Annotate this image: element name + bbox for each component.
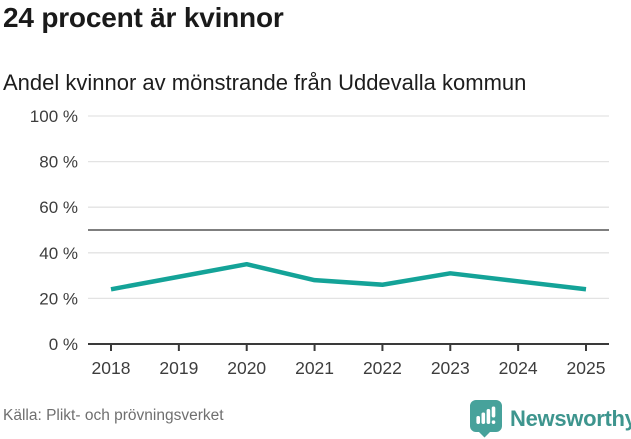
x-axis-tick-label: 2022 (363, 358, 402, 378)
y-axis-tick-label: 0 % (49, 335, 78, 354)
newsworthy-wordmark: Newsworthy (510, 405, 631, 431)
x-axis-tick-label: 2025 (567, 358, 606, 378)
x-axis-tick-label: 2021 (295, 358, 334, 378)
x-axis-tick-label: 2018 (92, 358, 131, 378)
newsworthy-logo[interactable]: Newsworthy (469, 399, 631, 438)
chart-title: 24 procent är kvinnor (3, 2, 284, 33)
source-note: Källa: Plikt- och prövningsverket (3, 407, 224, 424)
data-line-andel-kvinnor (110, 261, 587, 292)
x-axis-tick-label: 2019 (159, 358, 198, 378)
chart-subtitle: Andel kvinnor av mönstrande från Uddeval… (3, 70, 527, 95)
newsworthy-icon (470, 400, 502, 438)
y-axis-tick-label: 40 % (39, 244, 78, 263)
x-axis-tick-label: 2024 (499, 358, 538, 378)
y-axis-tick-label: 60 % (39, 198, 78, 217)
y-axis-tick-label: 100 % (30, 107, 78, 126)
x-axis-tick-label: 2020 (227, 358, 266, 378)
y-axis-tick-label: 20 % (39, 289, 78, 308)
y-axis-tick-label: 80 % (39, 153, 78, 172)
x-axis-tick-label: 2023 (431, 358, 470, 378)
line-chart: 0 % 20 % 40 % 60 % 80 % 100 % 2018 2019 2020 2021… (30, 107, 609, 378)
